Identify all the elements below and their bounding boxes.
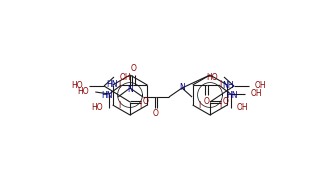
Text: I: I [139,100,141,110]
Text: NH: NH [223,80,234,90]
Text: O: O [153,110,159,118]
Text: HO: HO [206,72,218,82]
Text: OH: OH [237,104,248,112]
Text: I: I [119,80,121,90]
Text: HN: HN [106,80,117,90]
Text: I: I [119,100,121,110]
Text: N: N [179,82,185,92]
Text: HN: HN [226,90,237,100]
Text: OH: OH [120,72,132,82]
Text: O: O [143,98,149,106]
Text: OH: OH [251,90,262,98]
Text: O: O [204,96,210,106]
Text: O: O [223,98,229,106]
Text: HO: HO [92,104,103,112]
Text: OH: OH [255,82,266,90]
Text: HO: HO [71,82,83,90]
Text: HO: HO [78,88,89,96]
Text: HN: HN [101,90,113,100]
Text: N: N [127,84,133,94]
Text: I: I [219,80,222,90]
Text: O: O [130,64,136,74]
Text: I: I [199,100,201,110]
Text: I: I [219,100,222,110]
